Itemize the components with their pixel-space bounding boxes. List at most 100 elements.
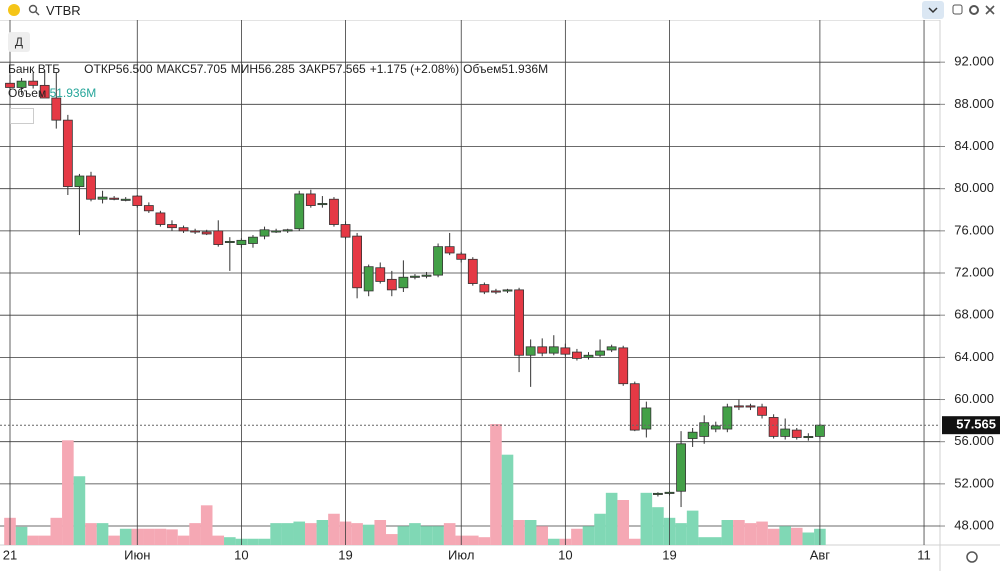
y-tick-label: 76.000 [954, 222, 994, 237]
volume-bar [73, 476, 86, 545]
last-price-label: 57.565 [956, 417, 996, 432]
legend-change: +1.175 (+2.08%) [369, 62, 460, 76]
window-icons[interactable] [952, 3, 998, 17]
candle-body [514, 289, 524, 356]
candle-body [5, 82, 15, 88]
y-tick-label: 88.000 [954, 96, 994, 111]
candle-body [120, 198, 131, 201]
y-tick-label: 64.000 [954, 349, 994, 364]
candle-body [815, 424, 825, 437]
volume-bar [85, 523, 97, 545]
candle-body [491, 290, 501, 293]
candle-body [86, 175, 96, 200]
candle-body [572, 351, 582, 359]
candle-body [479, 284, 490, 293]
symbol-input[interactable]: VTBR [46, 3, 81, 18]
candle-body [444, 246, 455, 254]
volume-bar [686, 510, 699, 545]
volume-bar [432, 526, 444, 545]
candle-body [386, 278, 397, 291]
candle-body [791, 429, 802, 438]
candle-body [502, 289, 513, 292]
volume-bar [38, 535, 51, 545]
x-tick-label: 21 [3, 547, 17, 562]
candle-body [132, 195, 143, 206]
candle-body [363, 266, 374, 292]
volume-bar [386, 534, 398, 545]
volume-bar [524, 520, 537, 545]
candle-body [340, 224, 351, 238]
y-tick-label: 80.000 [954, 180, 994, 195]
x-tick-label: 11 [917, 547, 931, 562]
search-icon[interactable] [28, 4, 40, 16]
volume-bar [744, 523, 757, 545]
volume-bar [779, 526, 791, 545]
candle-body [398, 276, 409, 289]
legend-volume-value: 51.936M [501, 62, 549, 76]
x-tick-label: 10 [234, 547, 248, 562]
candle-body [410, 275, 420, 278]
x-tick-label: 10 [558, 547, 572, 562]
x-tick-label: Июн [124, 547, 150, 562]
candle-body [687, 431, 698, 439]
volume-bar [328, 513, 340, 545]
y-tick-label: 84.000 [954, 138, 994, 153]
volume-bar [467, 535, 479, 545]
candle-body [676, 443, 686, 492]
volume-bar [605, 492, 618, 545]
candle-body [653, 492, 663, 495]
volume-bar [281, 523, 294, 545]
settings-icon[interactable] [966, 551, 978, 563]
volume-bar [27, 535, 39, 545]
volume-bar [200, 505, 213, 545]
toolbar: VTBR [0, 0, 1000, 21]
candle-body [74, 175, 85, 187]
candle-body [259, 229, 270, 237]
interval-button[interactable]: Д [8, 32, 30, 52]
dropdown[interactable] [922, 1, 944, 19]
candle-body [224, 240, 235, 243]
y-tick-label: 92.000 [954, 54, 994, 69]
volume-bar [582, 526, 595, 545]
candle-body [745, 405, 756, 408]
legend-value: 57.565 [329, 62, 366, 76]
legend-volume-key: Объем [463, 62, 502, 76]
candle-body [641, 407, 652, 430]
volume-legend: Объем 51.936M [8, 86, 96, 100]
candle-body [780, 428, 791, 437]
y-tick-label: 56.000 [954, 433, 994, 448]
candle-body [282, 229, 293, 232]
volume-bar [802, 532, 815, 545]
candle-body [548, 346, 559, 354]
candle-body [433, 246, 443, 276]
x-tick-label: Авг [810, 547, 831, 562]
volume-bar [96, 523, 109, 545]
volume-bar [15, 526, 28, 545]
candle-body [167, 224, 177, 229]
candle-body [456, 253, 467, 260]
volume-value: 51.936M [49, 86, 97, 100]
symbol-name: Банк ВТБ [8, 62, 61, 76]
volume-bar [594, 513, 606, 545]
candle-body [722, 406, 733, 430]
volume-bar [397, 526, 410, 545]
candle-body [213, 230, 224, 245]
candle-body [143, 205, 154, 212]
volume-bar [478, 537, 491, 545]
volume-bar [652, 507, 664, 545]
volume-bar [374, 520, 387, 545]
collapse-button[interactable] [10, 108, 34, 124]
candle-body [606, 346, 617, 351]
y-tick-label: 60.000 [954, 391, 994, 406]
candle-body [201, 231, 212, 235]
volume-bar [50, 517, 63, 545]
candle-body [329, 198, 339, 225]
candle-body [305, 193, 316, 206]
candle-body [467, 258, 478, 284]
volume-bar [420, 526, 433, 545]
volume-bar [177, 535, 190, 545]
candle-body [16, 80, 27, 88]
volume-bar [490, 424, 502, 545]
volume-bar [166, 529, 178, 545]
